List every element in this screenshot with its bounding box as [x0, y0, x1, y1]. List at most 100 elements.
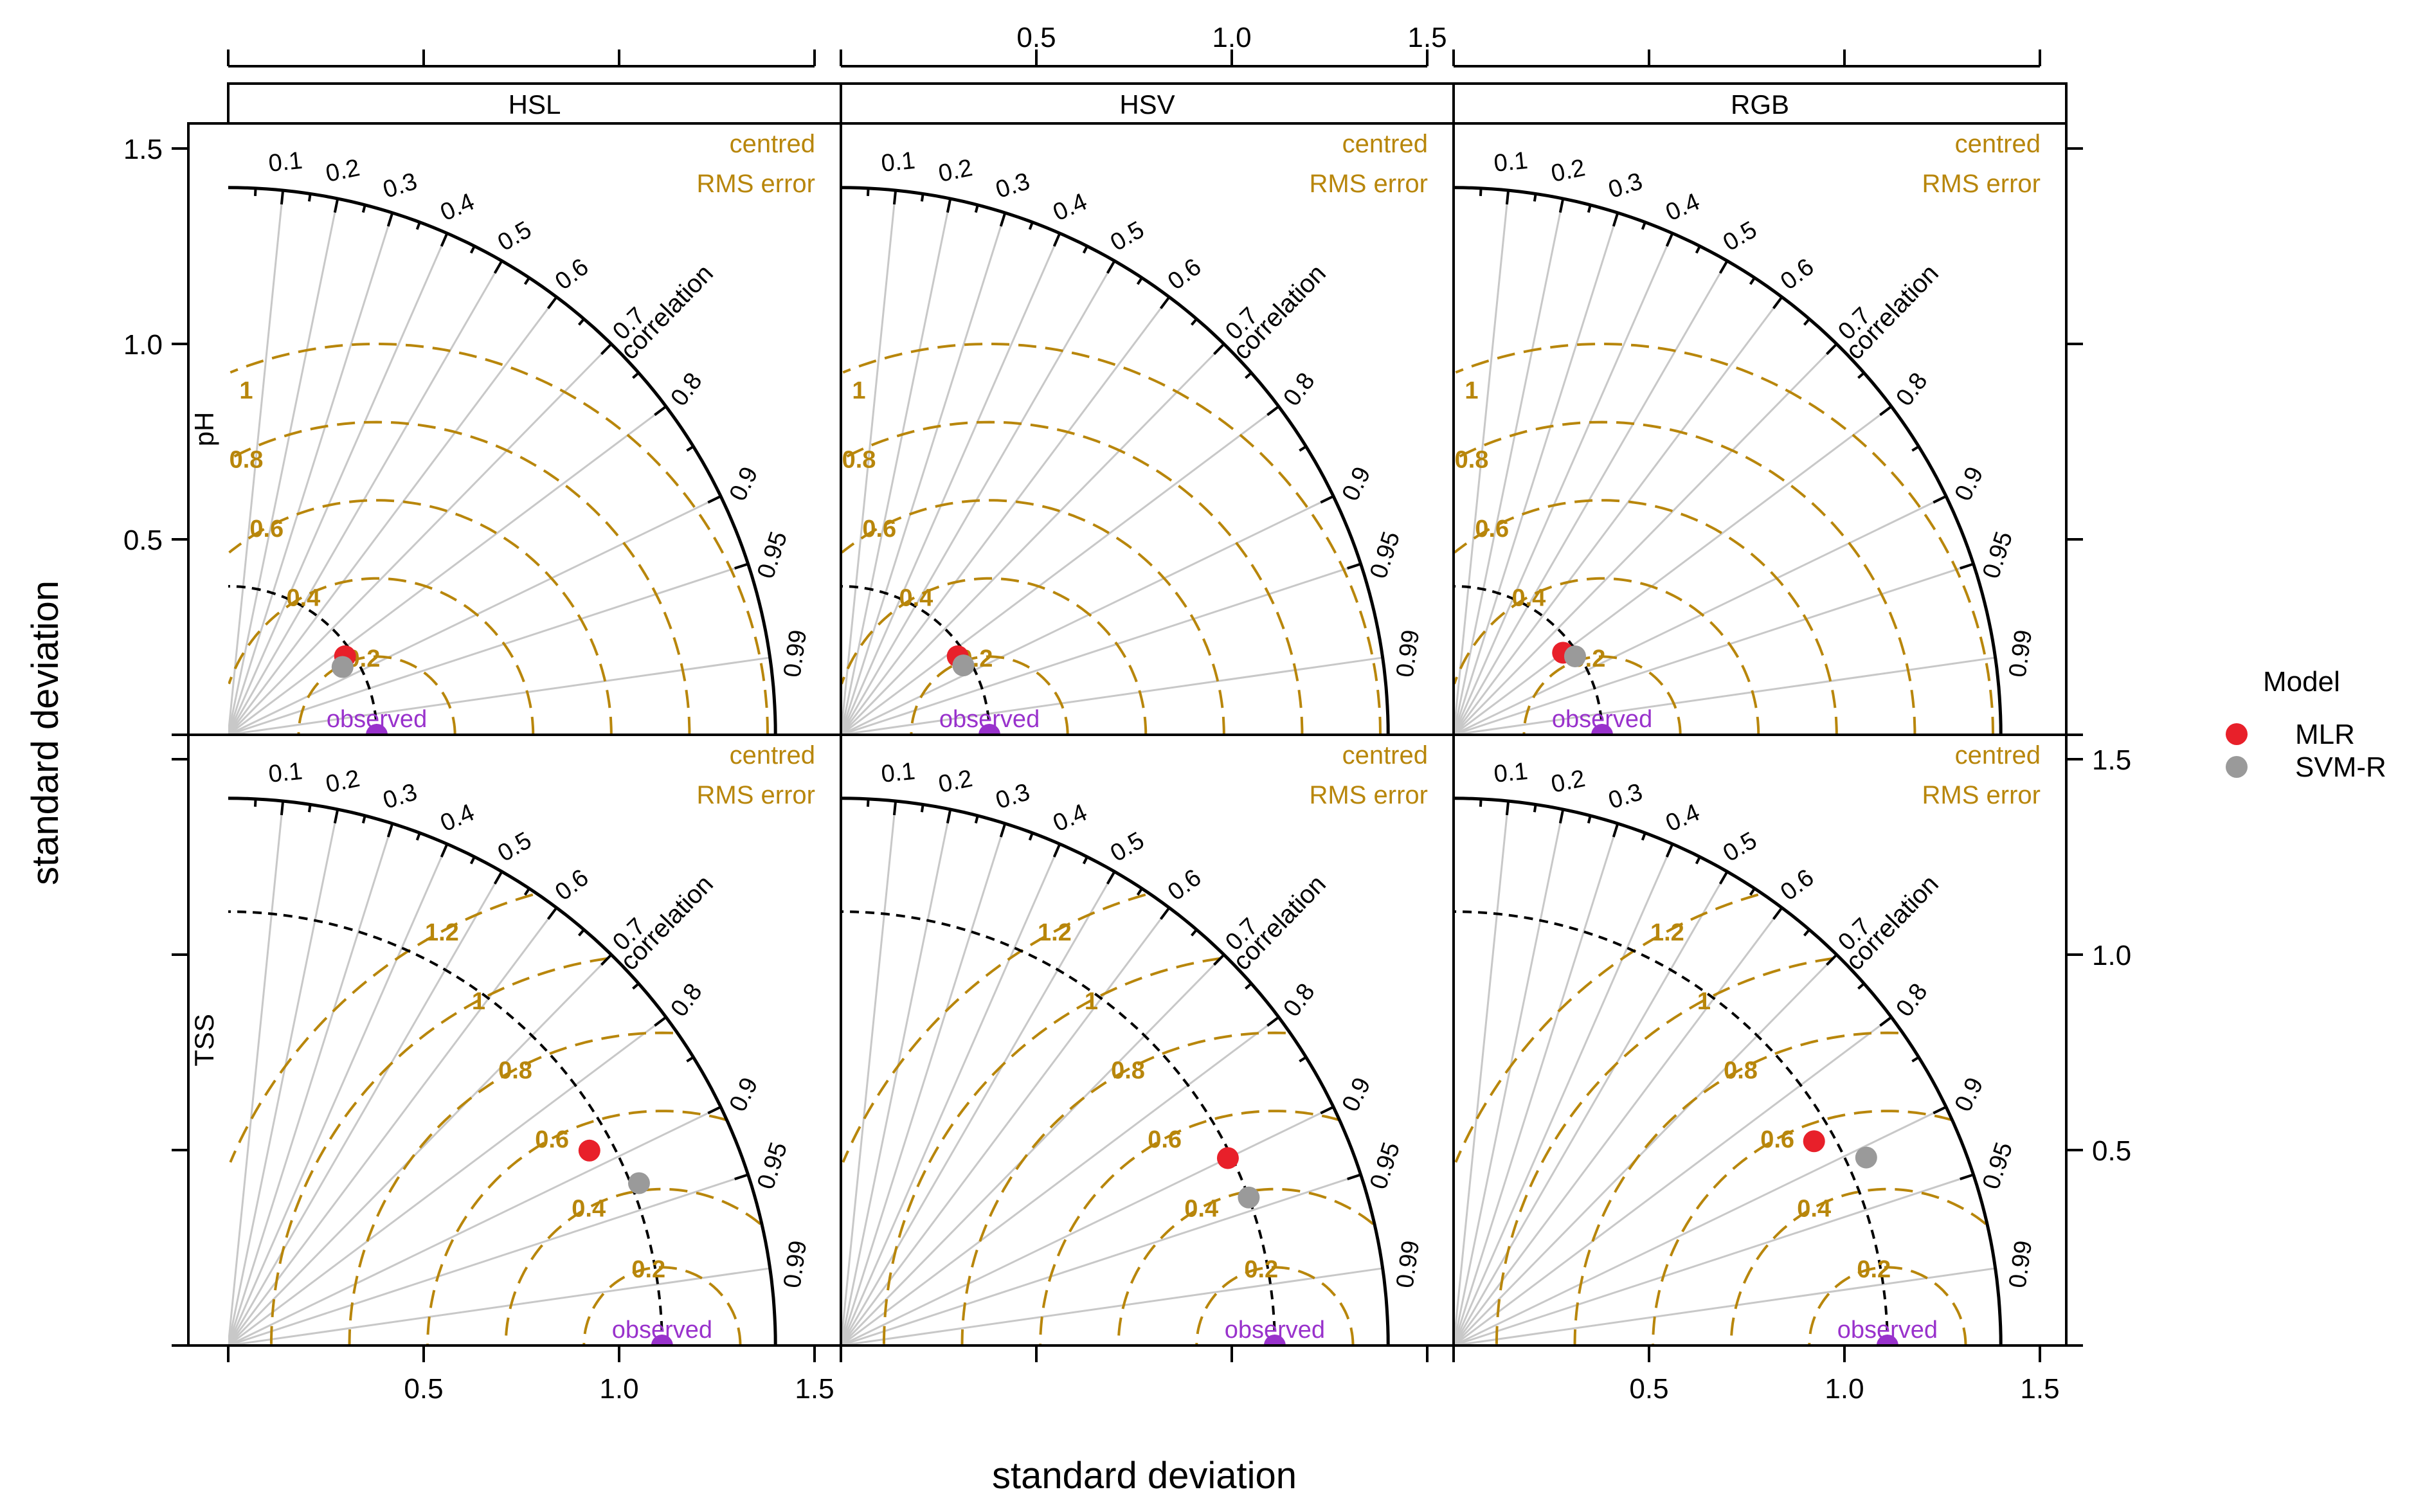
- correlation-ray: [841, 1267, 1383, 1346]
- strip-label-hsl: HSL: [509, 89, 561, 120]
- correlation-label: 0.99: [1391, 1239, 1425, 1290]
- rms-arc: [1454, 499, 1838, 735]
- model-point-svm-r: [1855, 1146, 1877, 1169]
- panel-content: 0.20.40.60.81: [841, 186, 1390, 735]
- correlation-tick: [1612, 823, 1619, 838]
- correlation-tick: [469, 245, 476, 254]
- outer-arc: [1454, 797, 2003, 1346]
- rms-title-rms-error: RMS error: [1922, 170, 2041, 198]
- correlation-ray: [1454, 823, 1619, 1346]
- correlation-ray: [841, 809, 951, 1346]
- rms-title-centred: centred: [730, 741, 815, 770]
- correlation-ray: [841, 406, 1279, 735]
- correlation-label: 0.2: [936, 154, 975, 188]
- correlation-tick: [1749, 888, 1756, 896]
- correlation-ray: [1454, 260, 1728, 735]
- correlation-tick: [333, 198, 339, 213]
- strip-label-rgb: RGB: [1731, 89, 1789, 120]
- panel-content: 0.2 0.4 0.6 0.8 1 1.2: [228, 797, 777, 1346]
- model-point-svm-r: [952, 654, 975, 677]
- panel-ph-hsv: 0.20.40.60.810.1 0.2 0.30.40.50.60.70.80.9…: [841, 130, 1428, 735]
- rms-label: 0.4: [1184, 1195, 1218, 1222]
- outer-arc: [1454, 186, 2003, 735]
- correlation-tick: [1803, 318, 1810, 326]
- correlation-tick: [974, 204, 979, 213]
- correlation-label: 0.99: [779, 628, 812, 679]
- rms-label: 0.4: [286, 584, 320, 611]
- rms-arc: [1195, 1266, 1355, 1346]
- correlation-ray: [1454, 656, 1996, 735]
- axis-tick-label: 0.5: [1016, 22, 1056, 53]
- correlation-ray: [228, 198, 339, 735]
- correlation-tick: [946, 809, 952, 824]
- correlation-ray: [841, 212, 1006, 735]
- correlation-tick: [1641, 221, 1646, 230]
- rms-arc: [229, 893, 534, 1163]
- correlation-ray: [1454, 190, 1510, 735]
- rms-label: 0.6: [1148, 1126, 1182, 1153]
- rms-arc: [228, 499, 613, 735]
- correlation-tick: [946, 198, 952, 213]
- correlation-tick: [1136, 277, 1143, 285]
- correlation-tick: [280, 190, 285, 205]
- axis-tick-label: 1.5: [1407, 22, 1447, 53]
- correlation-ray: [1454, 562, 1974, 735]
- model-point-mlr: [1803, 1130, 1825, 1153]
- correlation-tick: [577, 318, 585, 326]
- correlation-tick: [1213, 343, 1225, 356]
- axis-tick-label: 1.0: [123, 329, 163, 361]
- correlation-label: 0.2: [323, 154, 362, 188]
- correlation-label: 0.1: [880, 147, 917, 177]
- correlation-ray: [841, 343, 1225, 735]
- correlation-tick: [1826, 343, 1838, 356]
- rms-label: 0.8: [842, 447, 876, 474]
- correlation-tick: [1879, 1016, 1893, 1027]
- correlation-tick: [999, 823, 1007, 838]
- correlation-tick: [654, 405, 667, 417]
- model-point-mlr: [1216, 1147, 1239, 1169]
- correlation-ray: [1454, 198, 1564, 735]
- correlation-tick: [1558, 198, 1565, 213]
- correlation-tick: [1857, 982, 1865, 990]
- correlation-ray: [228, 406, 667, 735]
- observed-point: [366, 724, 388, 735]
- correlation-label: 0.2: [936, 765, 975, 798]
- rms-arc: [1495, 957, 1834, 1346]
- rms-label: 1: [1697, 988, 1711, 1015]
- legend: Model MLR SVM-R: [2226, 666, 2386, 783]
- correlation-tick: [1857, 372, 1865, 379]
- correlation-tick: [1299, 445, 1307, 452]
- correlation-tick: [253, 798, 257, 807]
- observed-label: observed: [612, 1317, 712, 1344]
- model-point-svm-r: [331, 656, 354, 678]
- correlation-tick: [1028, 832, 1034, 841]
- correlation-label: 0.2: [1549, 154, 1587, 188]
- correlation-tick: [1665, 233, 1674, 247]
- rms-label: 0.4: [1511, 584, 1546, 611]
- observed-point: [1591, 724, 1614, 735]
- correlation-ray: [841, 1016, 1279, 1346]
- correlation-tick: [1106, 870, 1116, 885]
- axis-tick-label: 1.0: [2092, 940, 2131, 971]
- panel-content: 0.2 0.4 0.6 0.8 1 1.2: [841, 797, 1390, 1346]
- correlation-tick: [253, 188, 257, 196]
- correlation-ray: [1454, 296, 1783, 735]
- rms-arc: [1573, 1031, 1898, 1346]
- correlation-tick: [999, 212, 1007, 227]
- rms-arc: [230, 342, 769, 735]
- correlation-tick: [1772, 906, 1783, 920]
- observed-point: [1263, 1335, 1286, 1346]
- rms-title-rms-error: RMS error: [697, 781, 815, 809]
- rms-arc: [1522, 655, 1682, 735]
- correlation-ray: [228, 823, 393, 1346]
- rms-arc: [582, 1266, 742, 1346]
- correlation-ray: [1454, 406, 1892, 735]
- correlation-label: 0.1: [1493, 147, 1529, 177]
- observed-sd-arc: [841, 910, 1276, 1346]
- rms-label: 1: [472, 988, 485, 1015]
- axis-tick-label: 1.0: [599, 1373, 638, 1405]
- correlation-tick: [1505, 800, 1510, 816]
- rms-label: 0.8: [498, 1058, 532, 1084]
- rms-arc: [910, 655, 1069, 735]
- correlation-tick: [1960, 562, 1974, 570]
